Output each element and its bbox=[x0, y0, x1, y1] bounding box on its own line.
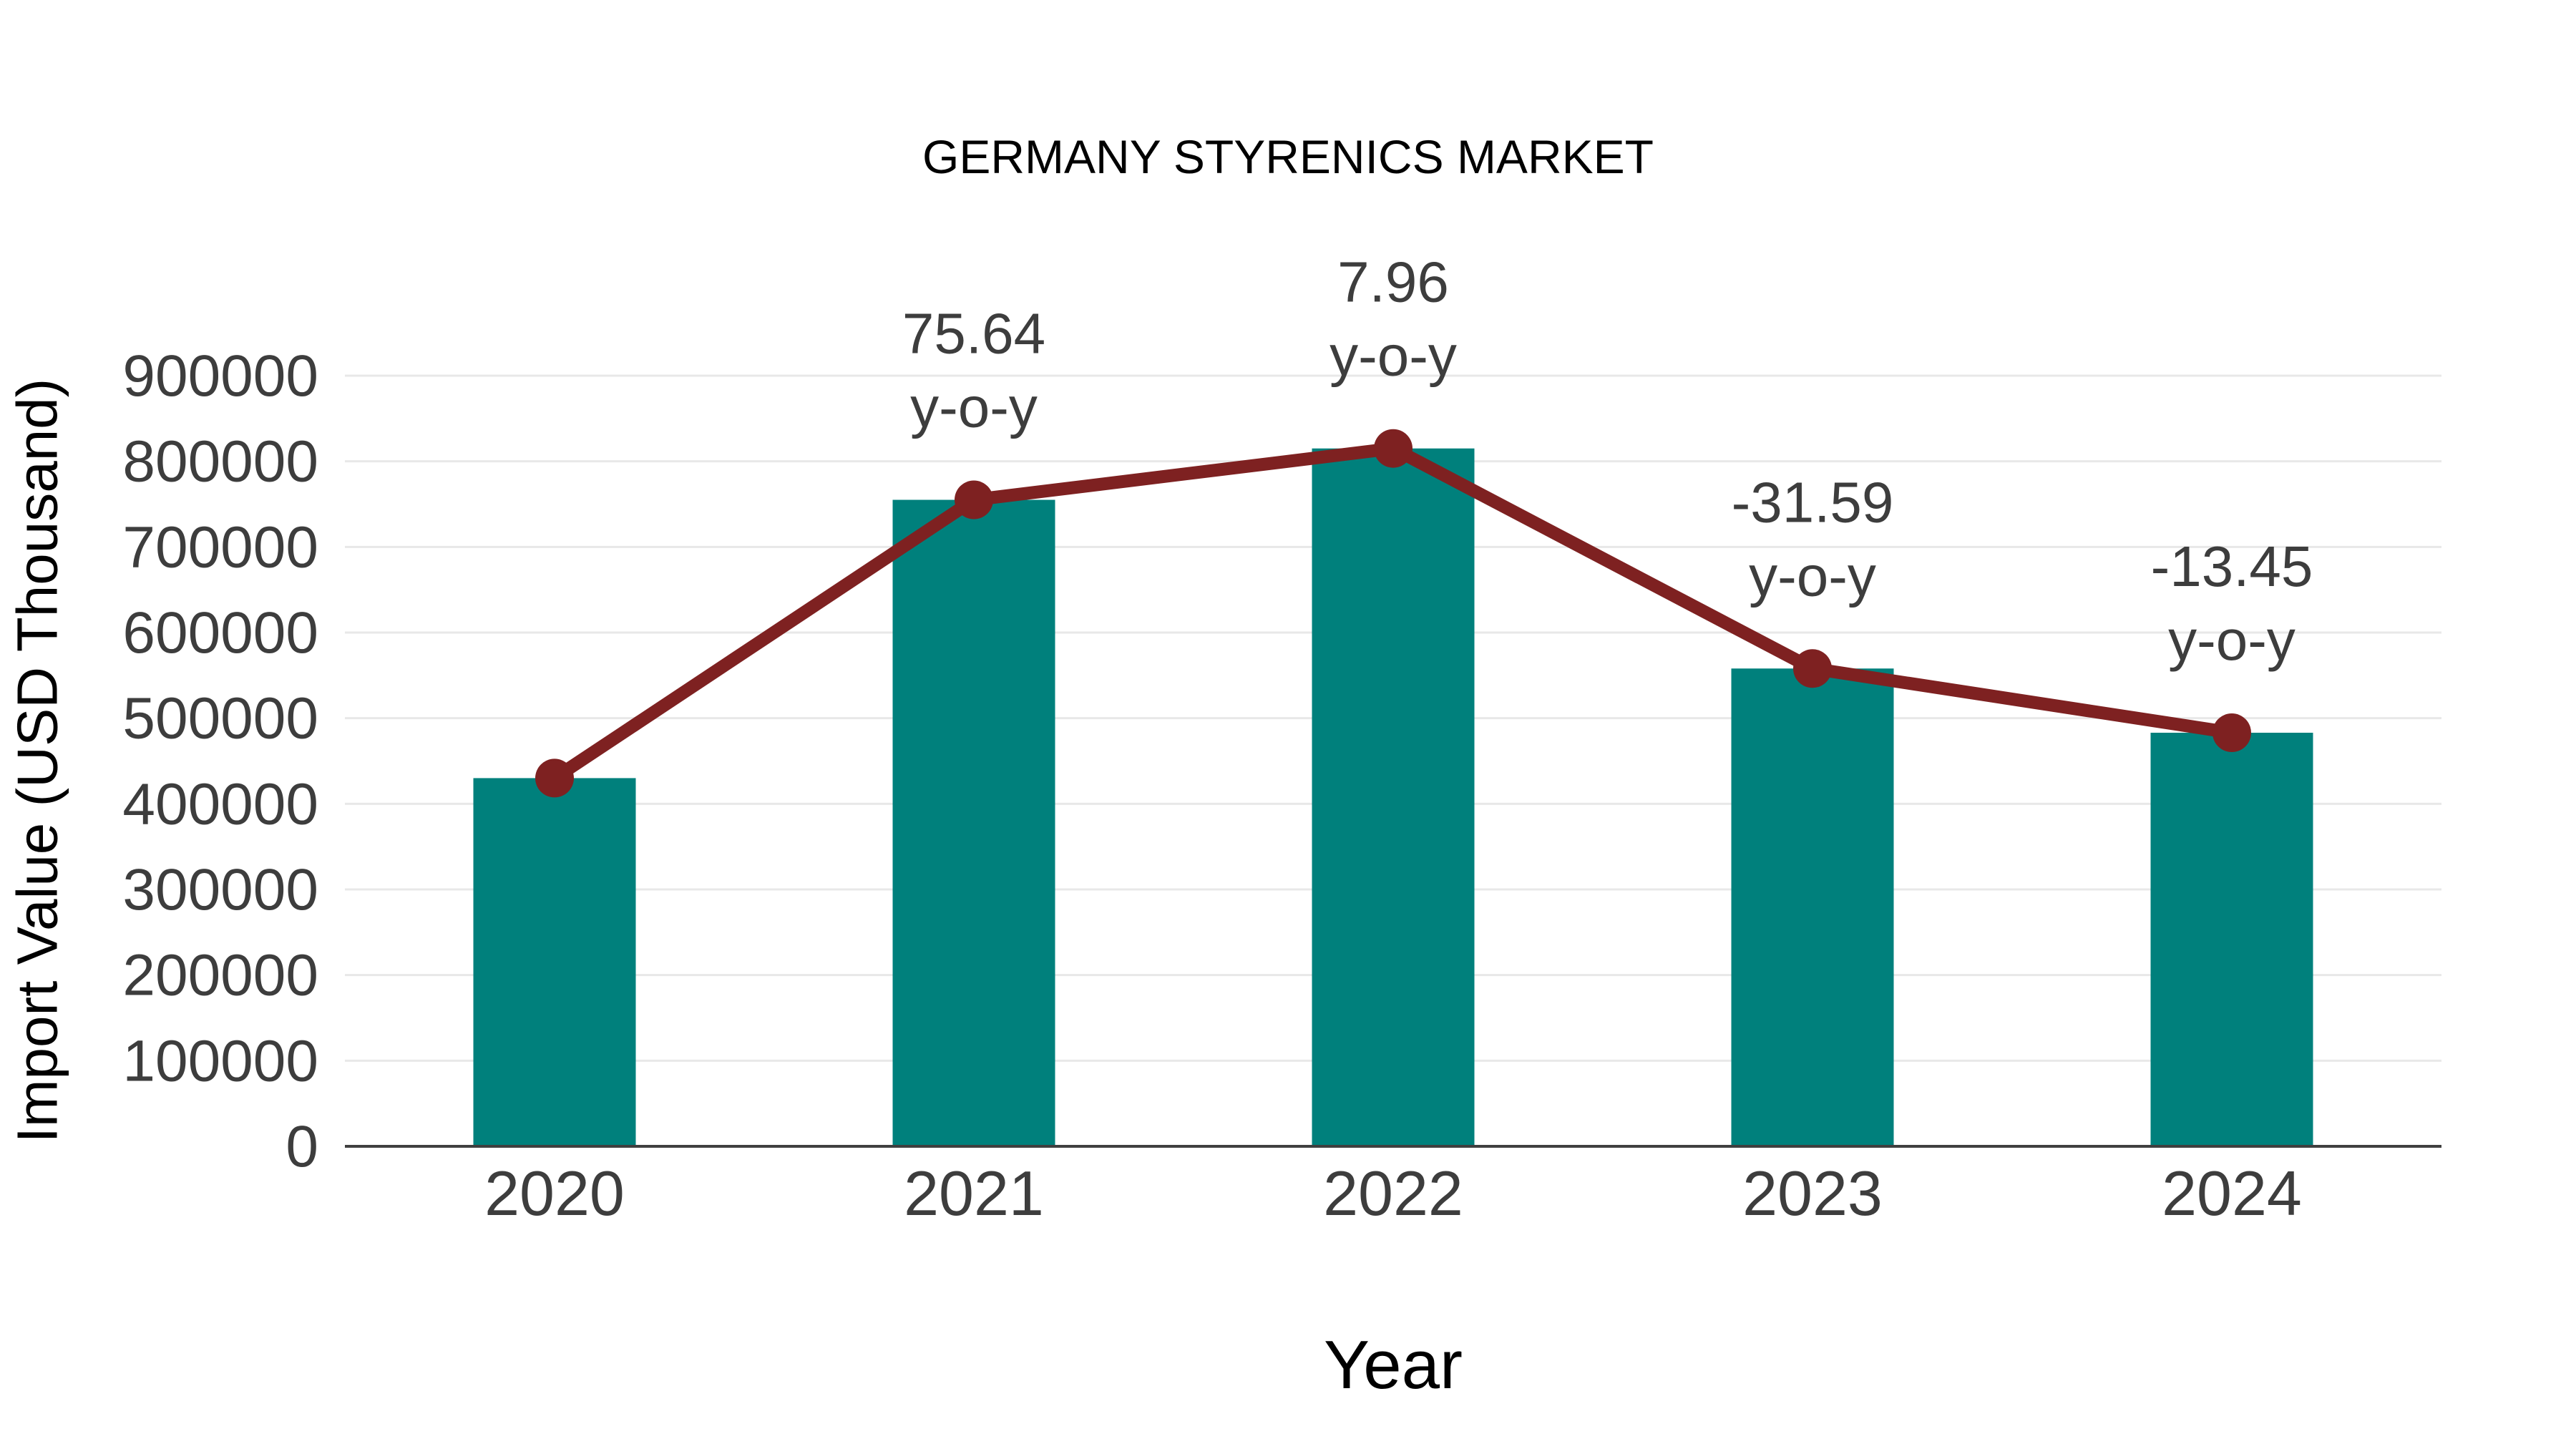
trend-marker-2024 bbox=[2212, 713, 2251, 753]
x-tick-label-2020: 2020 bbox=[484, 1158, 625, 1229]
trend-marker-2021 bbox=[955, 480, 993, 519]
trend-marker-2020 bbox=[535, 758, 574, 798]
bar-2022 bbox=[1312, 448, 1475, 1146]
y-tick-label: 800000 bbox=[122, 429, 318, 494]
y-tick-label: 300000 bbox=[122, 857, 318, 922]
chart-title: GERMANY STYRENICS MARKET bbox=[922, 130, 1654, 183]
yoy-suffix-2021: y-o-y bbox=[910, 376, 1038, 439]
y-tick-label: 200000 bbox=[122, 943, 318, 1008]
yoy-suffix-2024: y-o-y bbox=[2168, 608, 2296, 672]
yoy-suffix-2022: y-o-y bbox=[1330, 324, 1457, 388]
y-tick-label: 100000 bbox=[122, 1028, 318, 1093]
y-tick-label: 0 bbox=[286, 1114, 318, 1179]
y-tick-label: 500000 bbox=[122, 686, 318, 751]
x-axis-title: Year bbox=[1324, 1327, 1463, 1403]
x-tick-label-2021: 2021 bbox=[904, 1158, 1044, 1229]
y-tick-label: 600000 bbox=[122, 600, 318, 665]
yoy-suffix-2023: y-o-y bbox=[1749, 544, 1876, 608]
x-tick-label-2023: 2023 bbox=[1742, 1158, 1883, 1229]
yoy-value-2021: 75.64 bbox=[902, 302, 1045, 366]
yoy-value-2024: -13.45 bbox=[2151, 535, 2313, 598]
bar-2020 bbox=[473, 778, 636, 1146]
x-tick-label-2024: 2024 bbox=[2162, 1158, 2302, 1229]
yoy-value-2023: -31.59 bbox=[1732, 470, 1894, 534]
plot-dynamic-layer: 0 100000 200000 300000 400000 500000 600000 700… bbox=[122, 250, 2441, 1229]
y-tick-label: 900000 bbox=[122, 343, 318, 409]
trend-marker-2023 bbox=[1793, 649, 1832, 688]
y-tick-label: 700000 bbox=[122, 514, 318, 580]
bar-2024 bbox=[2150, 733, 2313, 1146]
bar-2023 bbox=[1731, 668, 1894, 1146]
y-tick-label: 400000 bbox=[122, 771, 318, 836]
y-axis-title: Import Value (USD Thousand) bbox=[6, 379, 69, 1143]
yoy-value-2022: 7.96 bbox=[1337, 250, 1449, 314]
x-tick-label-2022: 2022 bbox=[1323, 1158, 1463, 1229]
trend-marker-2022 bbox=[1374, 429, 1413, 468]
bar-2021 bbox=[892, 499, 1055, 1146]
